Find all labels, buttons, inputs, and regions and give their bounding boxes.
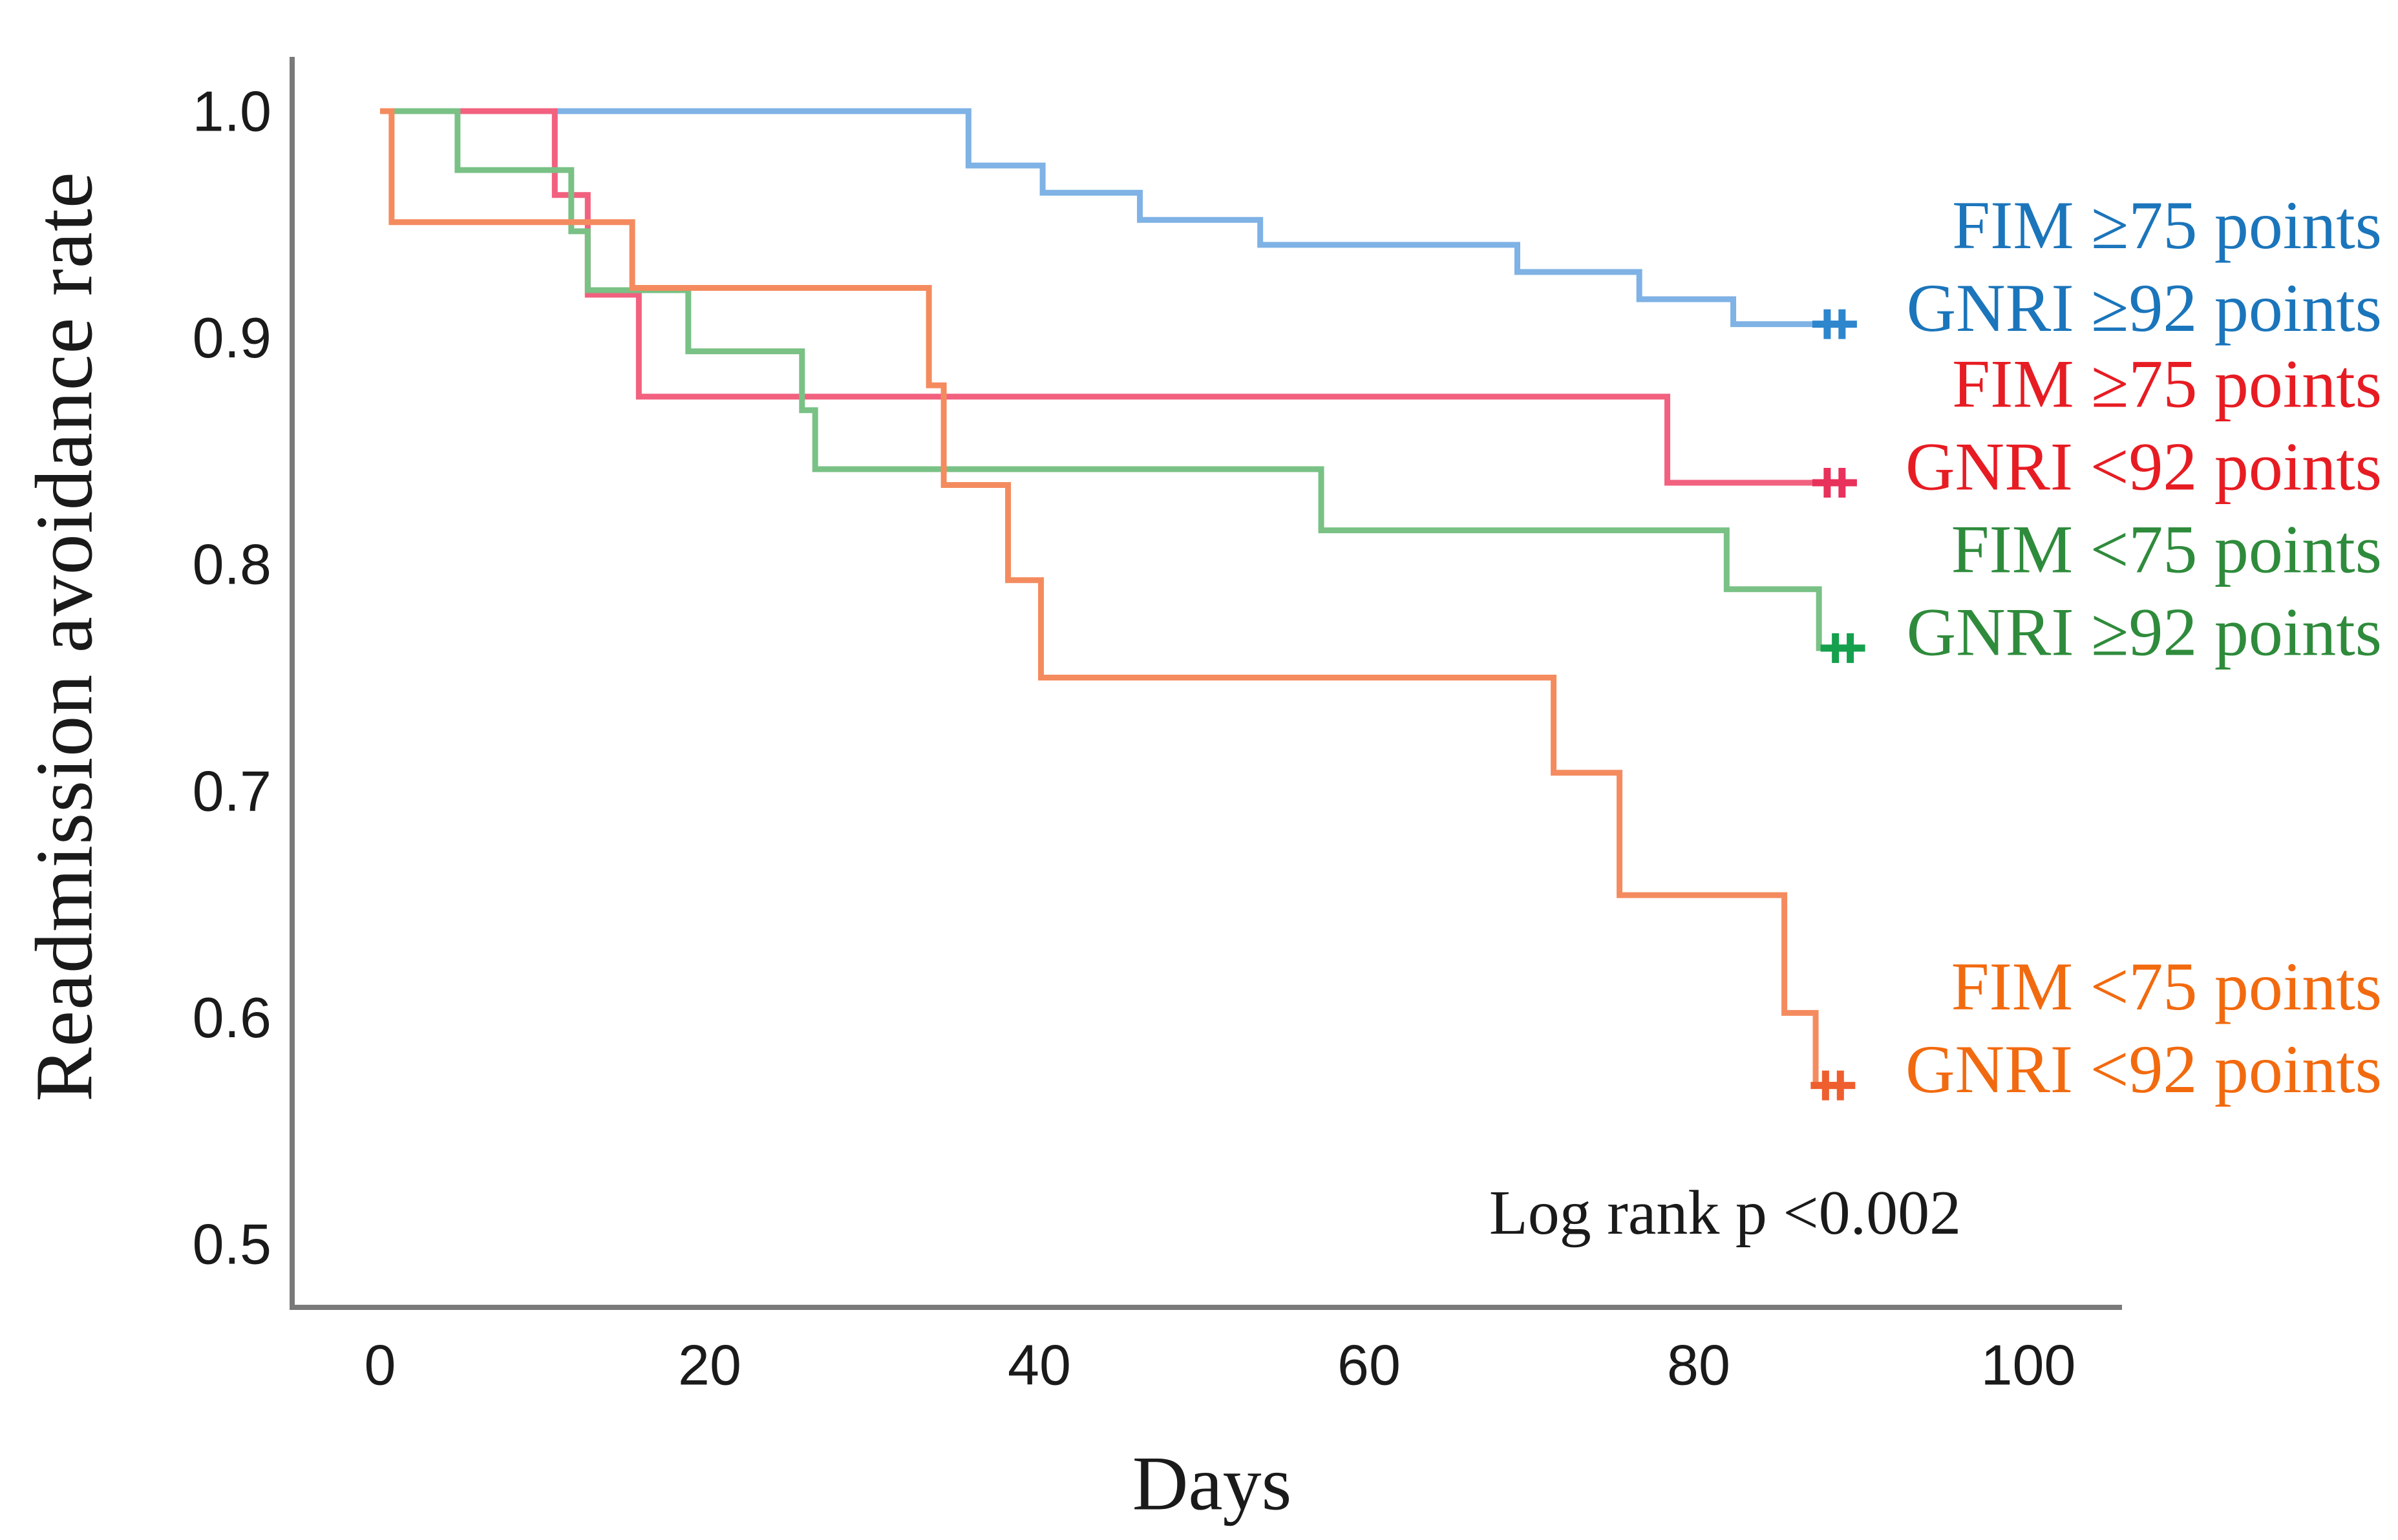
km-curve-2 bbox=[380, 108, 1862, 651]
x-tick-label-40: 40 bbox=[1008, 1333, 1071, 1397]
censor-mark-2 bbox=[1835, 633, 1865, 663]
x-axis-title: Days bbox=[1132, 1440, 1292, 1526]
log-rank-annotation: Log rank p <0.002 bbox=[1489, 1178, 1961, 1248]
censor-marks-layer bbox=[1810, 309, 1865, 1101]
curves-layer bbox=[380, 108, 1862, 1089]
legend-line2-0: GNRI ≥92 points bbox=[1907, 270, 2382, 346]
x-tick-label-80: 80 bbox=[1667, 1333, 1730, 1397]
legend-line1-0: FIM ≥75 points bbox=[1952, 187, 2382, 263]
axis-ticks-layer: 0 20 40 60 80 100 1.0 0.9 0.8 0.7 0.6 0.5 bbox=[193, 79, 2076, 1397]
legend-line1-3: FIM <75 points bbox=[1951, 949, 2382, 1024]
y-tick-label-1.0: 1.0 bbox=[193, 79, 271, 143]
x-tick-label-60: 60 bbox=[1337, 1333, 1401, 1397]
censor-mark-1 bbox=[1827, 467, 1857, 498]
y-axis-title: Readmission avoidance rate bbox=[20, 171, 110, 1102]
legend-line1-1: FIM ≥75 points bbox=[1952, 346, 2382, 421]
y-tick-label-0.7: 0.7 bbox=[193, 759, 271, 823]
x-tick-label-20: 20 bbox=[678, 1333, 741, 1397]
km-curve-0 bbox=[380, 108, 1857, 328]
y-tick-label-0.9: 0.9 bbox=[193, 306, 271, 370]
censor-mark-3 bbox=[1825, 1070, 1856, 1101]
x-tick-label-100: 100 bbox=[1981, 1333, 2076, 1397]
x-tick-label-0: 0 bbox=[365, 1333, 396, 1397]
censor-mark-0 bbox=[1827, 309, 1857, 339]
km-curve-1 bbox=[380, 108, 1857, 486]
legend-line2-2: GNRI ≥92 points bbox=[1907, 594, 2382, 670]
legend-line2-1: GNRI <92 points bbox=[1905, 428, 2382, 504]
legend-line2-3: GNRI <92 points bbox=[1905, 1031, 2382, 1107]
y-tick-label-0.5: 0.5 bbox=[193, 1212, 271, 1276]
y-tick-label-0.6: 0.6 bbox=[193, 986, 271, 1050]
y-tick-label-0.8: 0.8 bbox=[193, 533, 271, 596]
legend-line1-2: FIM <75 points bbox=[1951, 511, 2382, 587]
km-curve-3 bbox=[380, 108, 1854, 1089]
